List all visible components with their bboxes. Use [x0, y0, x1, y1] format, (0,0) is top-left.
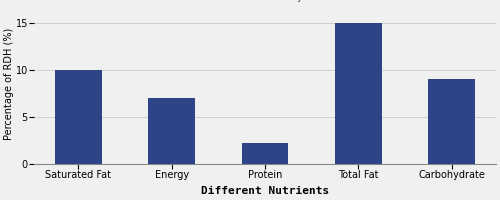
- Bar: [55, 70, 102, 164]
- Bar: [148, 98, 195, 164]
- Y-axis label: Percentage of RDH (%): Percentage of RDH (%): [4, 28, 14, 140]
- Bar: [242, 143, 288, 164]
- Bar: [335, 23, 382, 164]
- Text: www.dietandfitnesstoday.com: www.dietandfitnesstoday.com: [172, 0, 328, 2]
- Bar: [428, 79, 475, 164]
- X-axis label: Different Nutrients: Different Nutrients: [201, 186, 329, 196]
